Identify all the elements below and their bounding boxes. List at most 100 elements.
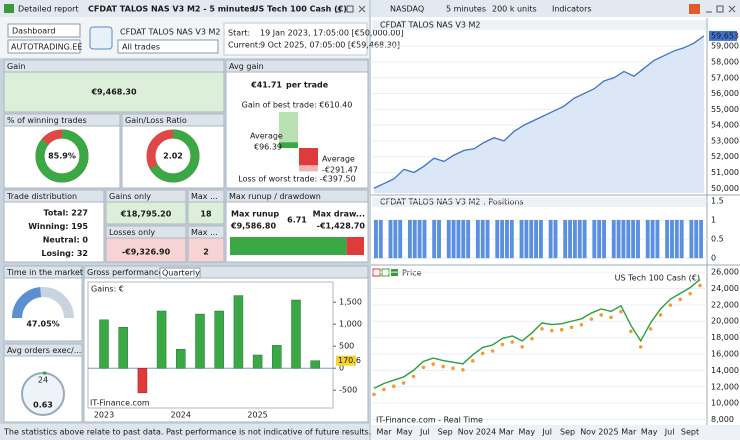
dropdown-text: Quarterly (162, 269, 200, 278)
max-wins: 18 (200, 210, 212, 219)
y-tick-label: 1 (711, 216, 716, 225)
price-point (480, 351, 485, 356)
position-bar (539, 220, 543, 259)
gain-value: €9,468.30 (90, 88, 136, 97)
avg-gain-value: €41.71 (250, 81, 282, 90)
price-point (688, 291, 692, 296)
y-tick-label: 57,000 (711, 73, 739, 82)
chart-header (372, 20, 706, 30)
runup-ratio: 6.71 (287, 216, 307, 225)
price-point (470, 359, 475, 363)
position-bar (466, 220, 471, 259)
y-tick-label: 0 (339, 364, 344, 373)
position-bar (437, 220, 441, 259)
price-point (391, 384, 396, 389)
performance-bar (310, 360, 320, 369)
performance-bar (233, 295, 244, 369)
position-bar (456, 220, 461, 259)
y-tick-label: 53,000 (711, 136, 739, 145)
performance-bar (195, 313, 205, 369)
x-tick-label: Nov (458, 428, 474, 437)
performance-bar (137, 367, 148, 394)
panel-header (187, 189, 225, 203)
window-buttons[interactable] (706, 5, 736, 13)
panel-header (3, 113, 121, 127)
panel-header (3, 59, 225, 73)
footer-bar (0, 424, 369, 440)
strategy-name: CFDAT TALOS NAS V3 M2 (120, 28, 221, 37)
trade-count: Neutral: 0 (43, 236, 89, 245)
dropdown[interactable] (159, 267, 201, 279)
price-point (520, 345, 524, 349)
y-tick-label: 12,000 (711, 382, 739, 391)
y-tick-label: 58,000 (711, 57, 739, 66)
y-tick-label: 500 (339, 342, 354, 351)
avg-win: €96.39 (254, 143, 282, 152)
position-bar (650, 220, 655, 259)
dropdown[interactable] (7, 23, 81, 38)
position-bar (602, 220, 606, 259)
panel-title: % of winning trades (7, 116, 87, 125)
worst-trade: Loss of worst trade: -€397.50 (238, 175, 355, 184)
performance-bar (214, 310, 224, 369)
price-point (411, 374, 416, 379)
position-bar (519, 220, 524, 259)
price-point (382, 387, 386, 392)
panel-title: Gain/Loss Ratio (125, 116, 187, 125)
y-tick-label: 54,000 (711, 121, 739, 130)
position-bar (407, 220, 412, 259)
x-tick-label: 2025 (247, 411, 267, 420)
y-tick-label: 0.5 (711, 235, 724, 244)
price-point (451, 366, 455, 371)
position-bar (398, 220, 403, 259)
refresh-icon[interactable] (689, 4, 700, 14)
caption: Average (250, 132, 283, 141)
price-point (599, 313, 604, 317)
runup-bar (230, 237, 347, 255)
dropdown-text: Dashboard (12, 27, 55, 36)
panel-title: Time in the market (6, 268, 83, 277)
caption: Average (322, 155, 355, 164)
panel-header (105, 225, 187, 239)
position-bar (475, 220, 480, 259)
dropdown[interactable] (7, 39, 81, 54)
panel-header (225, 59, 369, 73)
window-buttons[interactable] (335, 5, 366, 13)
best-gain-bar (279, 112, 298, 148)
disclaimer: The statistics above relate to past data… (3, 428, 371, 437)
panel-header (225, 189, 369, 203)
last-value-box (709, 30, 737, 41)
price-point (638, 345, 643, 349)
button-text: Indicators (552, 5, 592, 14)
position-bar (451, 220, 456, 259)
position-bar (631, 220, 636, 259)
orders-value: 0.63 (33, 401, 53, 410)
dropdown[interactable] (117, 39, 219, 54)
price-point (401, 381, 406, 385)
price-point (550, 328, 554, 333)
position-bar (374, 220, 378, 259)
x-tick-label: Nov (580, 428, 596, 437)
position-bar (689, 220, 694, 259)
panel-title: Gross performance (87, 268, 163, 277)
window-controls (335, 4, 736, 14)
panel-title: Max ... (191, 192, 218, 201)
position-bar (480, 220, 485, 259)
runup-value: €9,586.80 (230, 222, 276, 231)
report-icon[interactable] (89, 26, 113, 50)
panel-title: Avg orders exec/... (7, 346, 81, 355)
dropdown-text: All trades (122, 43, 160, 52)
y-tick-label: 16,000 (711, 350, 739, 359)
avg-gain-unit: per trade (286, 81, 329, 90)
position-bar (597, 220, 602, 259)
performance-bar (99, 319, 109, 369)
axis-title: Gains: € (91, 285, 124, 294)
y-tick-label: 1,000 (339, 320, 362, 329)
max-losses: 2 (203, 248, 209, 257)
last-value-label: 59,653 (711, 31, 739, 40)
y-tick-label: 51,000 (711, 168, 739, 177)
position-bar (577, 220, 582, 259)
x-tick-label: May (396, 428, 413, 437)
dropdown-text: 200 k units (492, 5, 537, 14)
dropdown-text: AUTOTRADING.EE (11, 43, 82, 52)
